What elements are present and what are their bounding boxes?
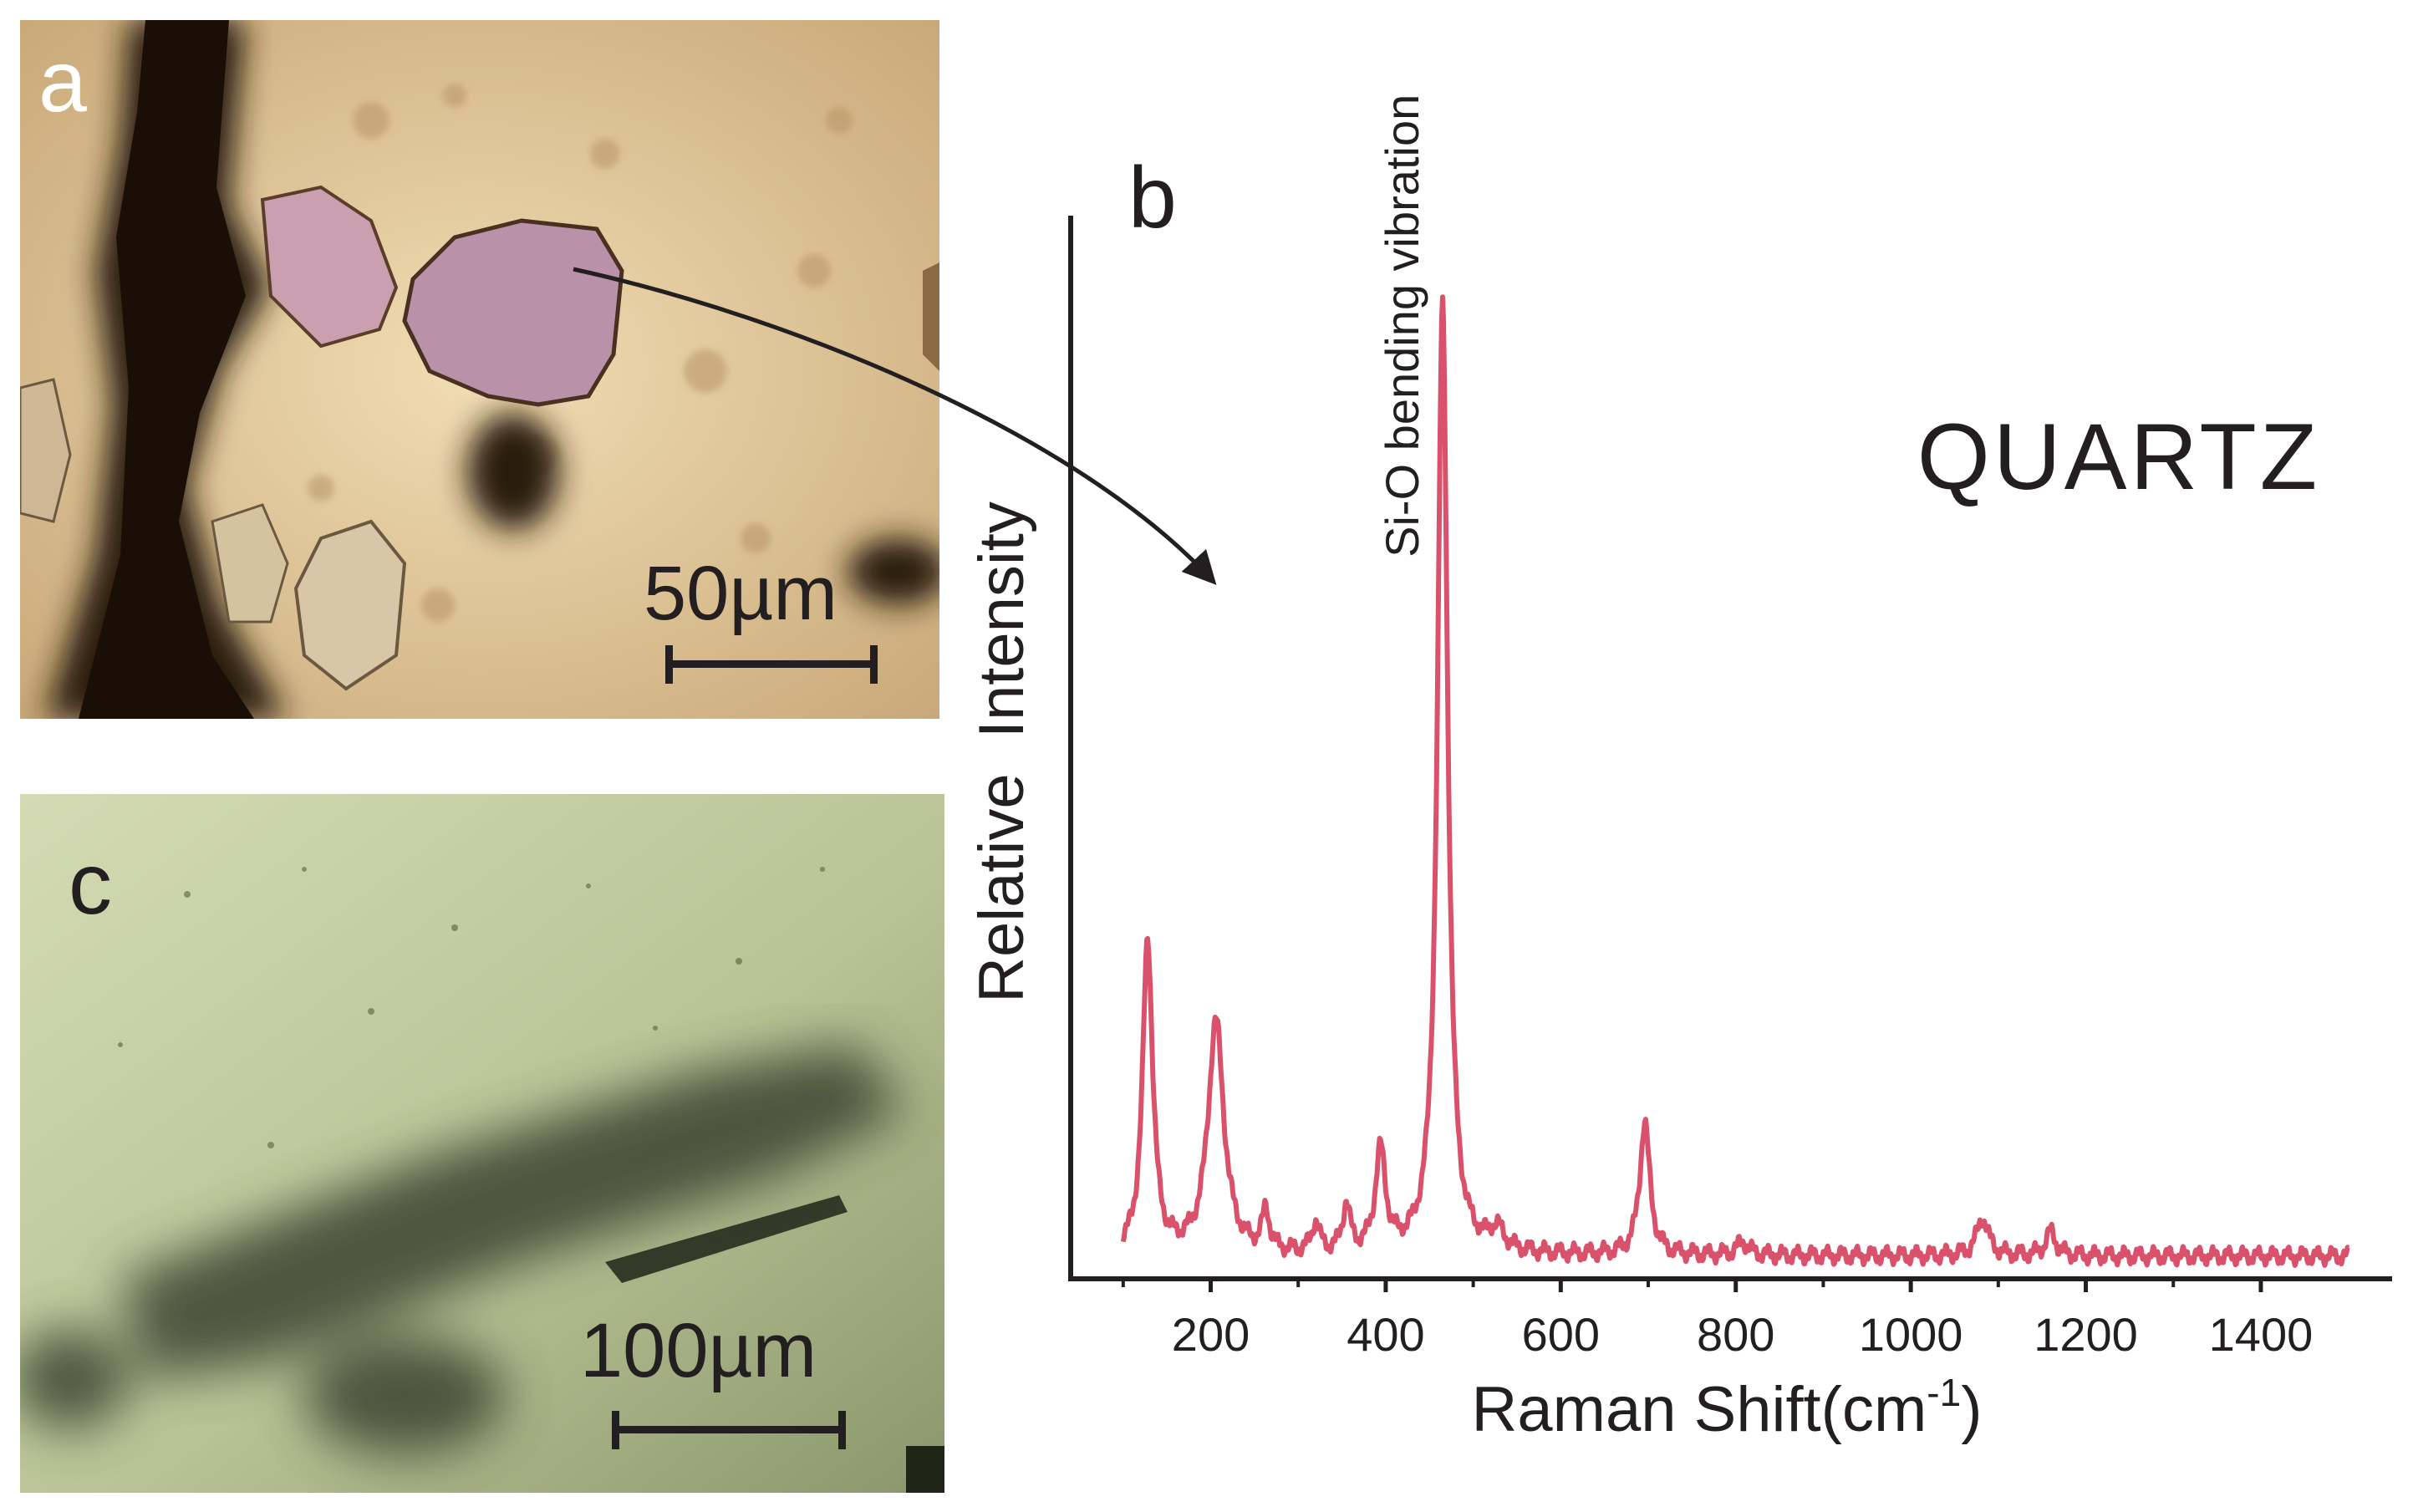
- x-tick-label-1000: 1000: [1859, 1308, 1963, 1361]
- scale-bar-c-right-cap: [838, 1411, 846, 1449]
- scale-bar-a-right-cap: [870, 645, 878, 684]
- x-axis-label-close: ): [1961, 1374, 1982, 1445]
- scale-bar-label-a: 50µm: [644, 551, 837, 636]
- micrograph-a: a 50µm: [20, 20, 939, 719]
- x-tick-label-400: 400: [1346, 1308, 1424, 1361]
- micrograph-c: c 100µm: [20, 794, 944, 1493]
- x-tick-label-600: 600: [1522, 1308, 1600, 1361]
- chart-title: QUARTZ: [1917, 405, 2320, 509]
- panel-label-a: a: [38, 33, 87, 130]
- x-axis-label-text: Raman Shift(cm: [1471, 1374, 1927, 1445]
- x-tick-label-200: 200: [1172, 1308, 1250, 1361]
- x-axis-label-superscript: -1: [1927, 1371, 1961, 1414]
- spectrum-line: [1120, 294, 2350, 1268]
- si-o-annotation: Si-O bending vibration: [1376, 94, 1428, 557]
- x-ticks: 200 400 600 800 1000 1200 1400: [1121, 1279, 2314, 1361]
- y-axis-label: Relative Intensity: [966, 501, 1037, 1003]
- scale-bar-label-c: 100µm: [580, 1308, 817, 1393]
- scale-bar-c-left-cap: [612, 1411, 619, 1449]
- scale-bar-c: [612, 1426, 846, 1433]
- x-tick-label-800: 800: [1697, 1308, 1774, 1361]
- scale-bar-a: [665, 660, 878, 668]
- x-tick-label-1400: 1400: [2209, 1308, 2314, 1361]
- micrograph-c-image: [20, 794, 944, 1493]
- panel-label-b: b: [1128, 150, 1177, 247]
- x-tick-label-1200: 1200: [2034, 1308, 2138, 1361]
- scale-bar-a-left-cap: [665, 645, 673, 684]
- x-axis-label: Raman Shift(cm-1): [1471, 1371, 1982, 1445]
- panel-label-c: c: [69, 836, 112, 933]
